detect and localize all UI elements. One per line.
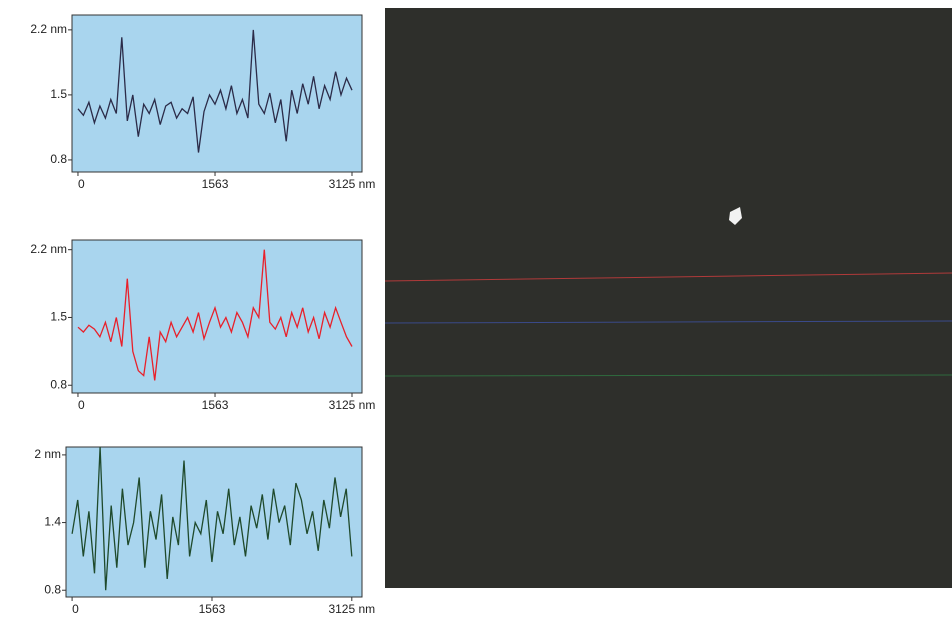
x-tick-label: 1563 <box>199 602 226 616</box>
y-tick-label: 2.2 nm <box>30 22 67 36</box>
y-tick-label: 1.5 <box>50 310 67 324</box>
y-tick-label: 1.5 <box>50 87 67 101</box>
y-tick-label: 2 nm <box>34 447 61 461</box>
y-tick-label: 0.8 <box>50 377 67 391</box>
x-tick-label: 3125 nm <box>329 398 376 412</box>
x-tick-label: 1563 <box>202 177 229 191</box>
figure: 2.2 nm 1.5 0.8 0 1563 3125 nm 2.2 nm 1.5 0.8 0 156… <box>0 0 952 619</box>
y-tick-label: 0.8 <box>44 582 61 596</box>
x-tick-label: 3125 nm <box>328 602 375 616</box>
x-tick-label: 0 <box>72 602 79 616</box>
x-tick-label: 3125 nm <box>329 177 376 191</box>
afm-image <box>385 8 952 588</box>
x-tick-label: 0 <box>78 398 85 412</box>
y-tick-label: 1.4 <box>44 515 61 529</box>
y-tick-label: 2.2 nm <box>30 242 67 256</box>
plot-area <box>72 15 362 172</box>
x-tick-label: 1563 <box>202 398 229 412</box>
x-tick-label: 0 <box>78 177 85 191</box>
y-tick-label: 0.8 <box>50 152 67 166</box>
